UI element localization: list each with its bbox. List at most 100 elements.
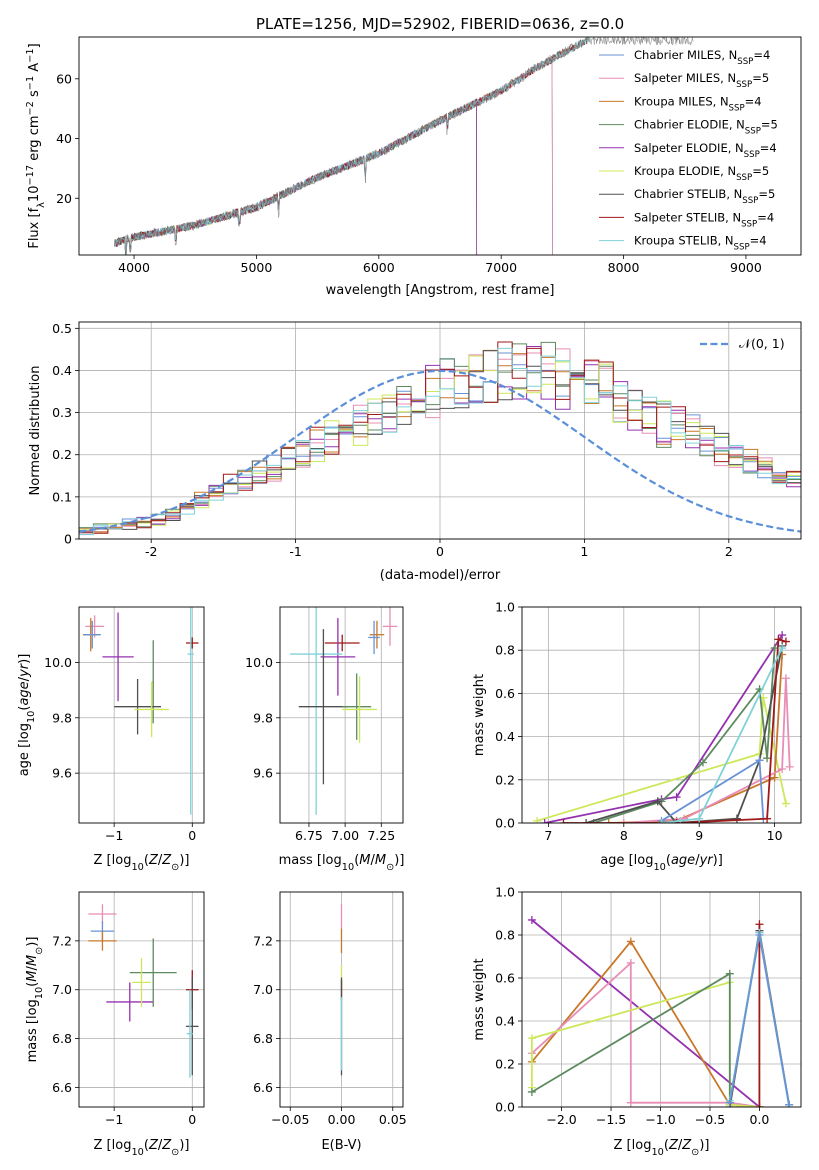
mass-vs-z-xlabel: Z [log10(Z/Z⊙)]: [94, 1138, 190, 1158]
x-tick-label: 7.25: [367, 828, 395, 843]
y-tick-label: 6.8: [253, 1031, 273, 1046]
x-tick-label: 0.00: [328, 1112, 356, 1127]
marker-chabrier_stelib: [653, 797, 662, 806]
x-tick-label: 1: [580, 544, 588, 559]
mass-vs-z-ylabel: mass [log10(M/M⊙)]: [25, 937, 45, 1063]
spectrum-axes: 4000 5000 6000 7000 8000 9000 20 40 60 Chabrier M…: [25, 36, 802, 298]
hist-ylabel: Normed distribution: [28, 366, 43, 496]
line-kroupa_elodie: [531, 981, 760, 1107]
legend-normal-label: 𝒩(0, 1): [739, 336, 785, 351]
line-kroupa_elodie: [536, 697, 787, 822]
x-tick-label: 0.0: [750, 1112, 770, 1127]
marker-salpeter_miles: [778, 765, 787, 773]
y-tick-label: 0.2: [495, 772, 515, 787]
spectrum-xlabel: wavelength [Angstrom, rest frame]: [326, 283, 555, 298]
marker-kroupa_stelib: [695, 814, 704, 823]
line-kroupa_stelib: [661, 647, 783, 823]
legend-label-chabrier_stelib: Chabrier STELIB, NSSP=5: [634, 187, 775, 206]
y-tick-label: 1.0: [495, 600, 515, 615]
y-tick-label: 0.2: [52, 447, 72, 462]
marker-salpeter_stelib: [755, 1103, 764, 1107]
x-tick-label: 7.00: [331, 828, 359, 843]
marker-chabrier_elodie: [763, 754, 772, 763]
x-tick-label: −2.0: [546, 1112, 576, 1127]
marker-kroupa_miles: [770, 773, 779, 782]
y-tick-label: 0.0: [495, 1100, 515, 1115]
mass-vs-z-axes: −1 0 6.6 6.8 7.0 7.2 Z [log10(Z/Z⊙)] mass [log1…: [25, 891, 205, 1158]
marker-chabrier_elodie: [698, 758, 707, 767]
age-vs-mass-axes: 6.75 7.00 7.25 9.6 9.8 10.0 mass [log10(M/M⊙)]: [245, 606, 405, 873]
y-tick-label: 0.4: [495, 1014, 515, 1029]
line-salpeter_elodie: [531, 919, 760, 1107]
y-tick-label: 9.8: [52, 710, 72, 725]
legend-label-salpeter_elodie: Salpeter ELODIE, NSSP=4: [634, 141, 777, 160]
spectrum-legend: Chabrier MILES, NSSP=4 Salpeter MILES, NS…: [599, 48, 778, 253]
y-tick-label: 0: [64, 532, 72, 547]
age-vs-mass-xlabel: mass [log10(M/M⊙)]: [279, 853, 405, 873]
y-tick-label: 7.0: [253, 982, 273, 997]
line-chabrier_elodie: [531, 932, 761, 1103]
residual-hist-axes: -2 -1 0 1 2 0 0.1 0.2 0.3 0.4 0.5 𝒩(0, 1) (data-mode…: [28, 321, 802, 583]
marker-salpeter_miles: [785, 762, 794, 771]
x-tick-label: 7000: [485, 260, 517, 275]
x-tick-label: 0: [436, 544, 444, 559]
axes-frame: [521, 891, 802, 1108]
mw-age-xlabel: age [log10(age/yr)]: [600, 853, 723, 873]
marker-chabrier_elodie: [527, 1087, 536, 1096]
axes-frame: [78, 36, 802, 256]
y-tick-label: 60: [56, 71, 72, 86]
y-tick-label: 0.8: [495, 643, 515, 658]
hist-kroupa_stelib: [79, 347, 801, 539]
y-tick-label: 40: [56, 131, 72, 146]
legend-label-salpeter_miles: Salpeter MILES, NSSP=5: [634, 71, 769, 90]
y-tick-label: 9.6: [253, 766, 273, 781]
y-tick-label: 1.0: [495, 885, 515, 900]
x-tick-label: −1.5: [596, 1112, 626, 1127]
y-tick-label: 10.0: [44, 655, 72, 670]
spectrum-model-salpeter_miles: [114, 56, 553, 255]
marker-chabrier_stelib: [732, 814, 741, 823]
y-tick-label: 0.3: [52, 405, 72, 420]
marker-salpeter_stelib: [763, 814, 772, 823]
legend-label-chabrier_miles: Chabrier MILES, NSSP=4: [634, 48, 770, 67]
x-tick-label: 6.75: [295, 828, 323, 843]
spectrum-model-salpeter_stelib: [114, 37, 589, 255]
spectrum-model-chabrier_stelib: [114, 37, 590, 252]
x-tick-label: 0: [188, 828, 196, 843]
marker-salpeter_miles: [781, 674, 790, 683]
y-tick-label: 0.6: [495, 971, 515, 986]
legend-label-chabrier_elodie: Chabrier ELODIE, NSSP=5: [634, 118, 778, 137]
axes-frame: [78, 891, 205, 1108]
x-tick-label: 5000: [241, 260, 273, 275]
y-tick-label: 0.5: [52, 321, 72, 336]
line-salpeter_miles: [531, 960, 760, 1107]
y-tick-label: 0.4: [52, 363, 72, 378]
marker-chabrier_stelib: [582, 819, 591, 823]
marker-chabrier_miles: [755, 756, 764, 765]
marker-kroupa_elodie: [533, 816, 542, 823]
marker-chabrier_miles: [785, 1100, 794, 1107]
x-tick-label: 4000: [118, 260, 150, 275]
spectrum-model-kroupa_stelib: [114, 37, 590, 255]
x-tick-label: 10: [767, 828, 783, 843]
y-tick-label: 0.2: [495, 1057, 515, 1072]
spectrum-ylabel: Flux [fλ10−17 erg cm−2 s−1 A−1]: [25, 43, 47, 248]
y-tick-label: 0.6: [495, 686, 515, 701]
axes-frame: [279, 891, 404, 1108]
x-tick-label: -1: [289, 544, 301, 559]
age-vs-z-xlabel: Z [log10(Z/Z⊙)]: [94, 853, 190, 873]
mw-age-ylabel: mass weight: [472, 674, 487, 756]
axes-frame: [78, 321, 802, 540]
marker-chabrier_miles: [725, 1098, 734, 1107]
legend-label-kroupa_miles: Kroupa MILES, NSSP=4: [634, 94, 762, 113]
y-tick-label: 6.6: [253, 1080, 273, 1095]
y-tick-label: 7.0: [52, 982, 72, 997]
normal-curve: [78, 369, 802, 533]
axes-frame: [279, 606, 404, 824]
x-tick-label: 8000: [608, 260, 640, 275]
y-tick-label: 7.2: [253, 933, 273, 948]
x-tick-label: −1: [105, 1112, 123, 1127]
marker-chabrier_elodie: [725, 969, 734, 978]
x-tick-label: -2: [145, 544, 157, 559]
axes-frame: [78, 606, 205, 824]
